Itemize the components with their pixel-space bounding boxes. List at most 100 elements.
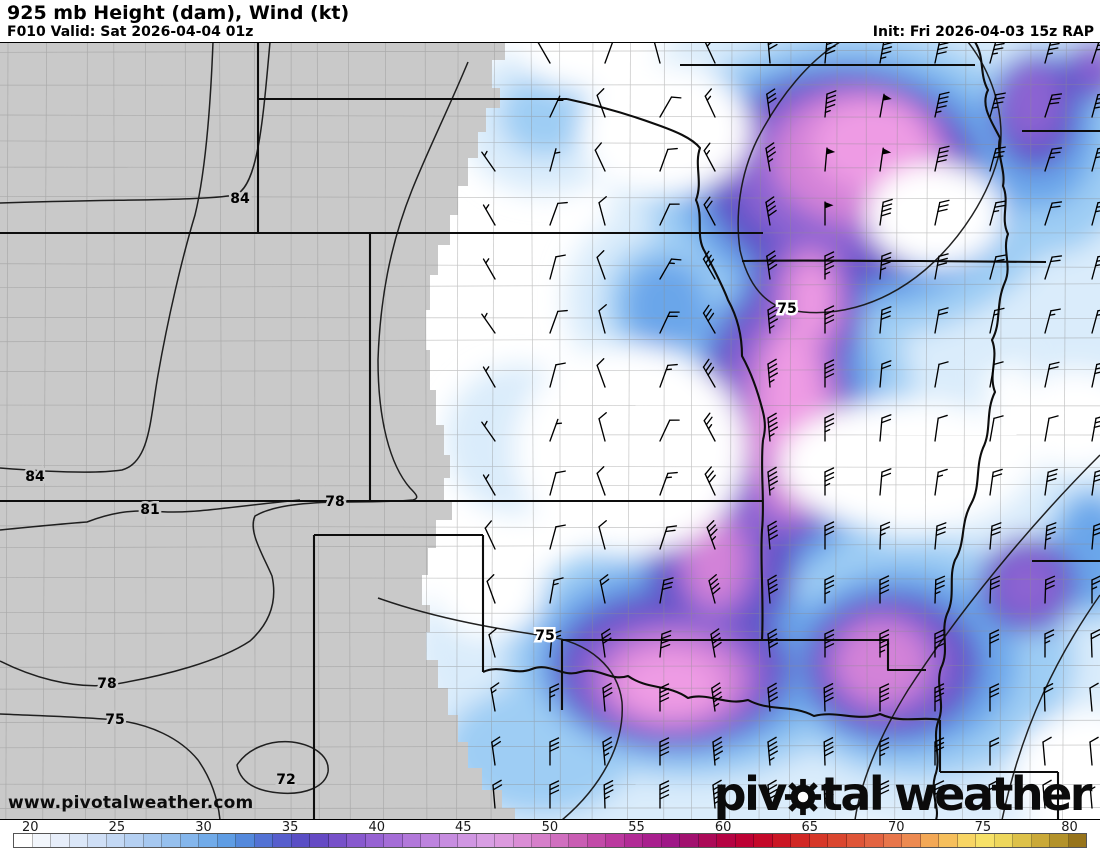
map-canvas: 84 84 81 78 78 75 72 75 75 www.pivotalweather.co…: [0, 42, 1100, 820]
colorbar-swatch: [624, 834, 643, 847]
watermark: www.pivotalweather.com: [8, 793, 254, 813]
colorbar-tick: 35: [281, 820, 299, 835]
colorbar-swatch: [365, 834, 384, 847]
colorbar-tick: 20: [22, 820, 39, 835]
contour-label: 84: [25, 469, 45, 485]
colorbar-swatch: [550, 834, 569, 847]
logo-part3: weather: [894, 767, 1092, 821]
colorbar-tick: 60: [714, 820, 732, 835]
colorbar-swatch: [421, 834, 440, 847]
below-ground-mask: [0, 43, 515, 819]
colorbar-swatch: [254, 834, 273, 847]
colorbar-swatch: [69, 834, 88, 847]
colorbar-tick: 25: [108, 820, 126, 835]
colorbar-swatch: [1050, 834, 1069, 847]
colorbar-swatch: [791, 834, 810, 847]
colorbar-swatch: [328, 834, 347, 847]
colorbar-swatches: [13, 833, 1087, 848]
forecast-valid-label: F010 Valid: Sat 2026-04-04 01z: [7, 24, 254, 40]
gear-icon: [784, 778, 822, 816]
contour-label: 75: [535, 628, 554, 644]
colorbar-swatch: [14, 834, 33, 847]
colorbar-swatch: [865, 834, 884, 847]
model-init-label: Init: Fri 2026-04-03 15z RAP: [872, 24, 1094, 40]
colorbar-tick: 50: [541, 820, 559, 835]
colorbar-tick: 80: [1061, 820, 1078, 835]
colorbar-swatch: [883, 834, 902, 847]
contour-label: 75: [105, 712, 124, 728]
colorbar-tick: 45: [455, 820, 472, 835]
colorbar-swatch: [976, 834, 995, 847]
colorbar-swatch: [569, 834, 588, 847]
colorbar-swatch: [1031, 834, 1050, 847]
wind-barbs: [481, 43, 1100, 809]
colorbar-swatch: [106, 834, 125, 847]
contour-label: 78: [97, 676, 116, 692]
colorbar-swatch: [606, 834, 625, 847]
colorbar-tick: 30: [195, 820, 212, 835]
colorbar-swatch: [273, 834, 292, 847]
contour-value-labels: 84 84 81 78 78 75 72 75 75: [23, 189, 799, 791]
colorbar-swatch: [957, 834, 976, 847]
colorbar-swatch: [1013, 834, 1032, 847]
logo-part1: piv: [713, 767, 788, 821]
colorbar-swatch: [236, 834, 255, 847]
colorbar-swatch: [476, 834, 495, 847]
colorbar-swatch: [532, 834, 551, 847]
colorbar-swatch: [513, 834, 532, 847]
county-grid: [0, 43, 1100, 819]
colorbar-swatch: [310, 834, 329, 847]
colorbar-swatch: [217, 834, 236, 847]
colorbar-tick: 75: [974, 820, 992, 835]
colorbar-swatch: [199, 834, 218, 847]
contour-label: 72: [276, 772, 295, 788]
colorbar-swatch: [735, 834, 754, 847]
pivotal-weather-logo: piv tal weather: [713, 767, 1093, 821]
header: 925 mb Height (dam), Wind (kt) F010 Vali…: [0, 0, 1100, 42]
logo-part2: tal: [820, 767, 885, 821]
contour-label: 75: [777, 301, 796, 317]
colorbar-swatch: [1068, 834, 1086, 847]
colorbar-swatch: [125, 834, 144, 847]
colorbar-swatch: [994, 834, 1013, 847]
colorbar-swatch: [162, 834, 181, 847]
colorbar-swatch: [661, 834, 680, 847]
colorbar-swatch: [180, 834, 199, 847]
colorbar-swatch: [828, 834, 847, 847]
colorbar-swatch: [143, 834, 162, 847]
colorbar-swatch: [51, 834, 70, 847]
colorbar-tick: 70: [888, 820, 905, 835]
colorbar-swatch: [939, 834, 958, 847]
colorbar-swatch: [846, 834, 865, 847]
colorbar-swatch: [680, 834, 699, 847]
colorbar-swatch: [347, 834, 366, 847]
colorbar-tick: 65: [801, 820, 818, 835]
colorbar-swatch: [772, 834, 791, 847]
colorbar-swatch: [495, 834, 514, 847]
colorbar-swatch: [458, 834, 477, 847]
contour-label: 78: [325, 494, 344, 510]
colorbar-swatch: [384, 834, 403, 847]
colorbar-swatch: [920, 834, 939, 847]
colorbar-tick-labels: 20 25 30 35 40 45 50 55 60 65 70 75 80: [0, 820, 1100, 835]
colorbar-swatch: [402, 834, 421, 847]
contour-label: 84: [230, 191, 250, 207]
state-borders: [0, 43, 1100, 819]
colorbar-swatch: [754, 834, 773, 847]
colorbar-swatch: [902, 834, 921, 847]
weather-map-svg: 84 84 81 78 78 75 72 75 75: [0, 43, 1100, 819]
colorbar-swatch: [439, 834, 458, 847]
colorbar-swatch: [643, 834, 662, 847]
page-title: 925 mb Height (dam), Wind (kt): [7, 2, 350, 24]
colorbar-swatch: [88, 834, 107, 847]
colorbar-swatch: [717, 834, 736, 847]
colorbar-swatch: [291, 834, 310, 847]
colorbar-swatch: [698, 834, 717, 847]
colorbar-tick: 55: [628, 820, 645, 835]
colorbar-swatch: [809, 834, 828, 847]
colorbar-swatch: [32, 834, 51, 847]
colorbar-tick: 40: [368, 820, 385, 835]
colorbar: 20 25 30 35 40 45 50 55 60 65 70 75 80: [0, 820, 1100, 850]
contour-label: 81: [140, 502, 159, 518]
